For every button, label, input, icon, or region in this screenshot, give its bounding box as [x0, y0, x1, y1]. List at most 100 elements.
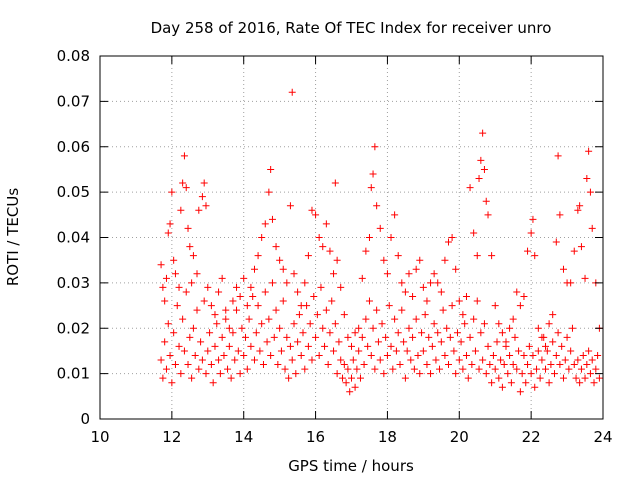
data-point — [549, 311, 557, 319]
data-point — [272, 243, 280, 251]
data-point — [268, 215, 276, 223]
data-point — [394, 329, 402, 337]
data-point — [162, 274, 170, 282]
data-point — [349, 356, 357, 364]
data-point — [495, 320, 503, 328]
data-point — [254, 302, 262, 310]
data-point — [346, 388, 354, 396]
data-point — [168, 188, 176, 196]
data-point — [380, 256, 388, 264]
data-point — [200, 179, 208, 187]
data-point — [170, 329, 178, 337]
data-point — [229, 297, 237, 305]
data-point — [590, 379, 598, 387]
data-point — [170, 256, 178, 264]
data-point — [304, 252, 312, 260]
data-point — [365, 297, 373, 305]
data-point — [308, 206, 316, 214]
data-point — [182, 288, 190, 296]
data-point — [321, 342, 329, 350]
data-point — [322, 306, 330, 314]
data-point — [480, 165, 488, 173]
data-point — [299, 329, 307, 337]
data-point — [297, 351, 305, 359]
data-point — [511, 333, 519, 341]
x-tick-label: 14 — [234, 428, 253, 446]
data-point — [348, 342, 355, 350]
data-point — [202, 202, 210, 210]
data-point — [233, 283, 241, 291]
data-point — [529, 351, 537, 359]
data-point — [355, 347, 363, 355]
data-point — [586, 370, 594, 378]
data-point — [536, 374, 544, 382]
data-point — [585, 347, 593, 355]
data-point — [166, 220, 174, 228]
data-point — [283, 279, 291, 287]
data-point — [274, 361, 282, 369]
data-point — [418, 329, 426, 337]
data-point — [240, 351, 248, 359]
data-point — [527, 370, 535, 378]
data-point — [290, 320, 298, 328]
y-tick-label: 0.05 — [57, 183, 90, 201]
data-point — [448, 234, 456, 241]
data-point — [290, 270, 298, 278]
data-point — [498, 383, 506, 391]
data-point — [547, 361, 555, 369]
data-point — [365, 234, 373, 241]
data-point — [202, 370, 210, 378]
data-point — [184, 361, 192, 369]
data-point — [254, 252, 262, 260]
data-point — [362, 247, 370, 255]
grid-lines — [100, 56, 603, 419]
data-point — [509, 361, 517, 369]
data-point — [387, 342, 395, 350]
data-point — [335, 338, 343, 346]
data-point — [419, 283, 427, 291]
data-point — [356, 374, 364, 382]
data-point — [303, 302, 311, 310]
data-point — [574, 356, 582, 364]
data-point — [213, 320, 221, 328]
data-point — [518, 370, 526, 378]
data-point — [524, 361, 532, 369]
data-point — [193, 306, 201, 314]
data-point — [243, 365, 251, 373]
data-point — [473, 252, 481, 260]
data-point — [423, 361, 431, 369]
data-point — [333, 370, 341, 378]
data-point — [475, 365, 483, 373]
data-point — [369, 170, 377, 178]
data-point — [482, 197, 490, 205]
data-point — [497, 356, 505, 364]
data-point — [577, 243, 585, 251]
data-point — [250, 356, 258, 364]
data-point — [488, 252, 496, 260]
data-point — [348, 374, 355, 382]
data-point — [304, 342, 312, 350]
y-tick-label: 0.07 — [57, 92, 90, 110]
data-point — [238, 324, 246, 332]
data-point — [161, 297, 169, 305]
data-point — [330, 270, 338, 278]
data-point — [387, 234, 395, 241]
data-point — [374, 338, 382, 346]
data-point — [427, 370, 435, 378]
data-point — [326, 247, 334, 255]
data-point — [462, 292, 470, 300]
data-point — [383, 351, 391, 359]
data-point — [222, 306, 230, 314]
data-point — [312, 333, 320, 341]
data-point — [441, 351, 449, 359]
data-point — [482, 370, 490, 378]
data-point — [455, 297, 463, 305]
data-point — [157, 356, 165, 364]
data-point — [360, 361, 368, 369]
data-point — [175, 342, 183, 350]
data-point — [179, 315, 187, 323]
data-point — [225, 324, 233, 332]
data-point — [171, 270, 179, 278]
data-point — [184, 224, 192, 232]
data-point — [317, 283, 325, 291]
